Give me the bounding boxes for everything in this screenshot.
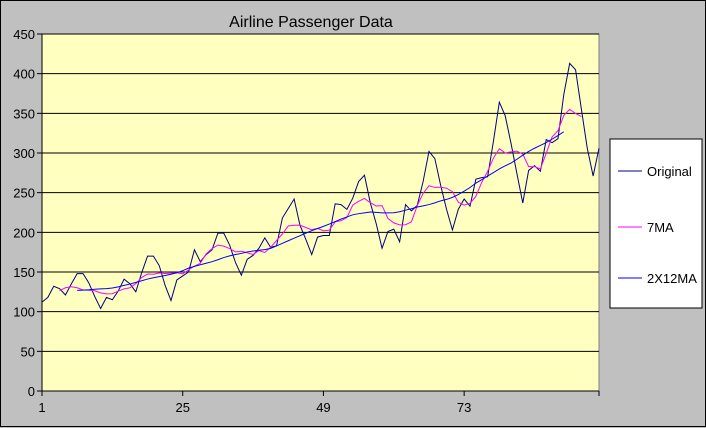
- x-tick-label-2: 49: [316, 400, 330, 415]
- gridlines: [42, 33, 599, 352]
- y-tick-label-1: 50: [21, 344, 35, 359]
- series-group: [41, 62, 600, 310]
- series-line-original: [41, 62, 600, 310]
- y-tick-label-7: 350: [13, 106, 35, 121]
- y-tick-label-9: 450: [13, 27, 35, 42]
- y-axis-ticks: 0 50 100 150 200 250 300 350 400 450: [13, 27, 42, 399]
- y-tick-label-0: 0: [28, 384, 35, 399]
- legend-label-2x12ma: 2X12MA: [647, 271, 697, 286]
- legend-label-original: Original: [647, 164, 692, 179]
- y-tick-label-2: 100: [13, 305, 35, 320]
- series-line-2x12ma: [77, 131, 565, 291]
- y-tick-label-4: 200: [13, 225, 35, 240]
- legend-box: [609, 138, 703, 309]
- x-axis-ticks: 1 25 49 73: [38, 391, 600, 415]
- x-tick-label-1: 25: [175, 400, 189, 415]
- y-tick-label-6: 300: [13, 146, 35, 161]
- plot-area: [41, 33, 600, 392]
- x-tick-label-3: 73: [457, 400, 471, 415]
- x-tick-label-0: 1: [38, 400, 45, 415]
- legend-label-7ma: 7MA: [647, 220, 674, 235]
- y-tick-label-3: 150: [13, 265, 35, 280]
- legend-items: Original 7MA 2X12MA: [618, 164, 697, 286]
- y-tick-label-5: 250: [13, 186, 35, 201]
- y-tick-label-8: 400: [13, 67, 35, 82]
- legend: Original 7MA 2X12MA: [609, 138, 703, 309]
- series-line-7ma: [59, 108, 582, 295]
- chart-title: Airline Passenger Data: [229, 14, 393, 31]
